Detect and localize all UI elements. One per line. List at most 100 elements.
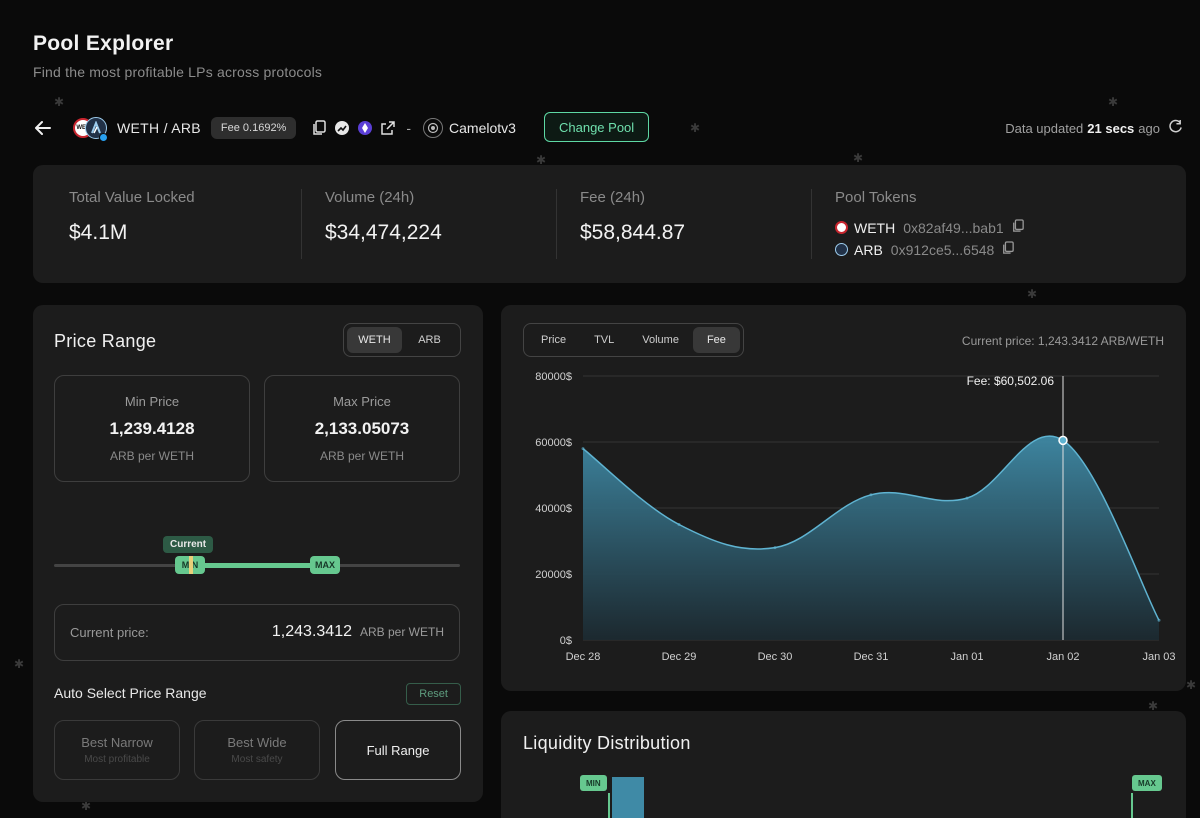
- best-wide-option[interactable]: Best Wide Most safety: [194, 720, 320, 780]
- tab-price[interactable]: Price: [541, 334, 567, 346]
- snowflake-icon: ✱: [14, 657, 25, 671]
- fee-badge: Fee 0.1692%: [210, 117, 297, 139]
- pool-stats-card: Total Value Locked $4.1M Volume (24h) $3…: [33, 165, 1186, 283]
- pool-tokens-stat: Pool Tokens WETH 0x82af49...bab1 ARB 0x9…: [835, 165, 1155, 283]
- divider: [811, 189, 812, 259]
- token-address: 0x912ce5...6548: [890, 241, 995, 258]
- y-tick-label: 20000$: [535, 569, 572, 581]
- chart-current-price: Current price: 1,243.3412 ARB/WETH: [961, 334, 1164, 348]
- page-subtitle: Find the most profitable LPs across prot…: [33, 64, 323, 80]
- x-tick-label: Dec 31: [854, 651, 889, 663]
- max-price-value: 2,133.05073: [314, 419, 410, 438]
- copy-icon[interactable]: [1012, 219, 1024, 236]
- fee-value: $58,844.87: [580, 221, 686, 244]
- option-label: Best Narrow: [81, 735, 153, 750]
- x-tick-label: Jan 01: [950, 651, 983, 663]
- snowflake-icon: ✱: [853, 151, 864, 165]
- y-tick-label: 80000$: [535, 371, 572, 383]
- snowflake-icon: ✱: [1108, 95, 1119, 109]
- y-tick-label: 60000$: [535, 437, 572, 449]
- current-price-display: 1,243.3412 ARB per WETH: [272, 623, 444, 641]
- arb-token-icon: [835, 243, 848, 256]
- back-arrow-icon[interactable]: [33, 118, 53, 138]
- snowflake-icon: ✱: [54, 95, 65, 109]
- max-price-box[interactable]: Max Price 2,133.05073 ARB per WETH: [264, 375, 460, 482]
- y-tick-label: 40000$: [535, 503, 572, 515]
- tab-tvl[interactable]: TVL: [594, 334, 615, 346]
- x-tick-label: Dec 28: [566, 651, 601, 663]
- tab-fee[interactable]: Fee: [692, 327, 740, 353]
- protocol-name: Camelotv3: [449, 120, 516, 136]
- price-range-card: Price Range WETH ARB Min Price 1,239.412…: [33, 305, 483, 802]
- data-point: [773, 546, 777, 550]
- updated-prefix: Data updated: [1005, 120, 1084, 136]
- liquidity-min-line: [608, 793, 610, 818]
- max-handle[interactable]: MAX: [310, 556, 340, 574]
- x-tick-label: Jan 03: [1142, 651, 1175, 663]
- volume-label: Volume (24h): [325, 189, 415, 206]
- current-price-label: Current price:: [70, 625, 149, 640]
- fee-area-fill: [583, 436, 1159, 640]
- liquidity-distribution-card: Liquidity Distribution MIN MAX: [501, 711, 1186, 818]
- current-price-unit: ARB per WETH: [359, 625, 444, 639]
- max-price-label: Max Price: [333, 394, 391, 409]
- separator: -: [406, 120, 412, 136]
- price-range-title: Price Range: [54, 331, 157, 351]
- best-narrow-option[interactable]: Best Narrow Most profitable: [54, 720, 180, 780]
- toggle-arb[interactable]: ARB: [418, 334, 441, 346]
- option-label: Best Wide: [227, 735, 287, 750]
- min-price-unit: ARB per WETH: [109, 449, 194, 463]
- data-point: [965, 496, 969, 500]
- chart-metric-tabs: Price TVL Volume Fee: [523, 323, 744, 357]
- x-tick-label: Jan 02: [1046, 651, 1079, 663]
- fee-label: Fee (24h): [580, 189, 646, 206]
- snowflake-icon: ✱: [690, 121, 701, 135]
- tab-volume[interactable]: Volume: [642, 334, 679, 346]
- change-pool-button[interactable]: Change Pool: [544, 112, 650, 142]
- pair-token-icons: WET: [69, 114, 109, 142]
- page-title: Pool Explorer: [33, 32, 174, 55]
- weth-token-icon: [835, 221, 848, 234]
- fee-area-chart[interactable]: 0$ 20000$ 40000$ 60000$ 80000$ Dec 28 Dec 29 De…: [501, 305, 1186, 691]
- highlight-point: [1058, 435, 1068, 446]
- camelot-logo-icon: [423, 118, 444, 138]
- updated-suffix: ago: [1138, 120, 1160, 136]
- tvl-value: $4.1M: [69, 221, 128, 244]
- liquidity-min-tag: MIN: [580, 775, 607, 791]
- option-sublabel: Most profitable: [84, 754, 150, 765]
- min-price-box[interactable]: Min Price 1,239.4128 ARB per WETH: [54, 375, 250, 482]
- explorer-icon[interactable]: [356, 119, 374, 137]
- copy-icon[interactable]: [310, 119, 328, 137]
- snowflake-icon: ✱: [1027, 287, 1038, 301]
- current-price-box: Current price: 1,243.3412 ARB per WETH: [54, 604, 460, 661]
- analytics-icon[interactable]: [333, 119, 351, 137]
- metrics-chart-card: Price TVL Volume Fee Current price: 1,24…: [501, 305, 1186, 691]
- copy-icon[interactable]: [1002, 241, 1015, 258]
- base-token-toggle: WETH ARB: [343, 323, 461, 357]
- chart-tooltip: Fee: $60,502.06: [967, 374, 1055, 388]
- max-price-unit: ARB per WETH: [319, 449, 404, 463]
- current-price-tag: Current: [163, 536, 214, 553]
- network-badge-icon: [99, 133, 108, 142]
- reset-button[interactable]: Reset: [406, 683, 461, 705]
- refresh-icon[interactable]: [1168, 119, 1183, 137]
- share-icon[interactable]: [379, 119, 397, 137]
- data-point: [869, 493, 873, 497]
- full-range-option[interactable]: Full Range: [335, 720, 461, 780]
- pair-name: WETH / ARB: [117, 120, 201, 136]
- toggle-weth[interactable]: WETH: [347, 327, 402, 353]
- snowflake-icon: ✱: [1148, 699, 1159, 713]
- liquidity-max-tag: MAX: [1132, 775, 1162, 791]
- data-point: [677, 523, 681, 526]
- data-point: [1157, 618, 1161, 622]
- data-point: [581, 447, 585, 451]
- option-label: Full Range: [366, 743, 430, 758]
- updated-value: 21 secs: [1087, 120, 1135, 136]
- pool-header-bar: WET WETH / ARB Fee 0.1692% - Camelotv3 C…: [33, 112, 1183, 144]
- volume-value: $34,474,224: [325, 221, 442, 244]
- liquidity-max-line: [1131, 793, 1133, 818]
- min-price-value: 1,239.4128: [109, 419, 195, 438]
- min-price-label: Min Price: [124, 394, 180, 409]
- snowflake-icon: ✱: [536, 153, 547, 167]
- divider: [301, 189, 302, 259]
